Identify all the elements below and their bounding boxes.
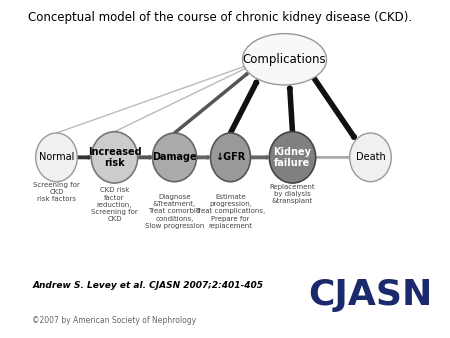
Ellipse shape: [269, 132, 316, 183]
Text: Kidney
failure: Kidney failure: [274, 147, 311, 168]
Text: ↓GFR: ↓GFR: [216, 152, 246, 162]
Ellipse shape: [36, 133, 77, 182]
Text: Diagnose
&Treatment,
Treat comorbid
conditions,
Slow progression: Diagnose &Treatment, Treat comorbid cond…: [145, 194, 204, 229]
Ellipse shape: [211, 133, 251, 182]
Ellipse shape: [243, 33, 327, 85]
Text: Andrew S. Levey et al. CJASN 2007;2:401-405: Andrew S. Levey et al. CJASN 2007;2:401-…: [32, 281, 263, 290]
Ellipse shape: [153, 133, 197, 182]
Ellipse shape: [350, 133, 392, 182]
Text: Screening for
CKD
risk factors: Screening for CKD risk factors: [33, 182, 80, 202]
Text: Complications: Complications: [243, 53, 326, 66]
Text: Damage: Damage: [152, 152, 197, 162]
Text: CJASN: CJASN: [309, 278, 433, 312]
Text: Death: Death: [356, 152, 385, 162]
Ellipse shape: [91, 132, 138, 183]
Text: ©2007 by American Society of Nephrology: ©2007 by American Society of Nephrology: [32, 316, 197, 325]
Text: Conceptual model of the course of chronic kidney disease (CKD).: Conceptual model of the course of chroni…: [28, 11, 413, 24]
Text: Replacement
by dialysis
&transplant: Replacement by dialysis &transplant: [270, 184, 315, 204]
Text: Estimate
progression,
Treat complications,
Prepare for
replacement: Estimate progression, Treat complication…: [195, 194, 266, 229]
Text: Increased
risk: Increased risk: [88, 147, 141, 168]
Text: Normal: Normal: [39, 152, 74, 162]
Text: CKD risk
factor
reduction,
Screening for
CKD: CKD risk factor reduction, Screening for…: [91, 187, 138, 222]
